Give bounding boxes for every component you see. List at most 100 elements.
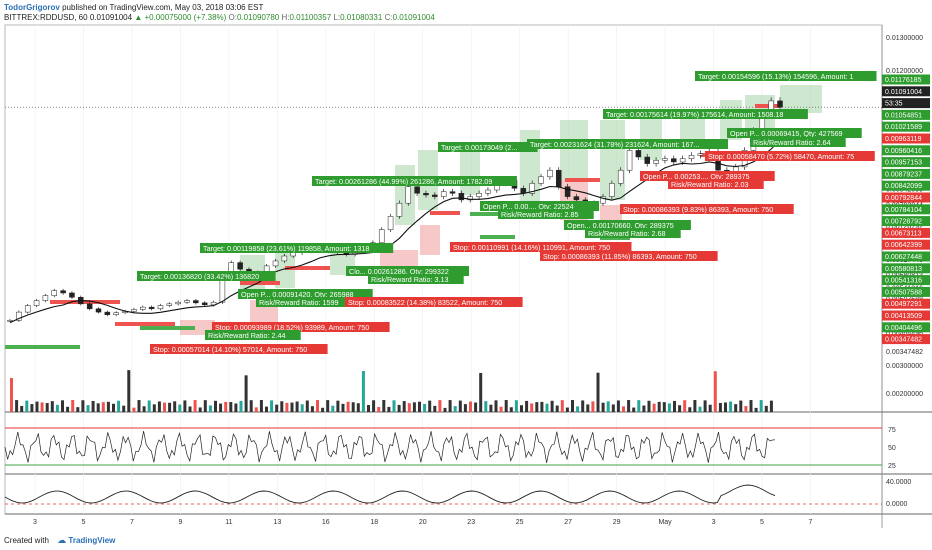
volume-bar (204, 400, 207, 412)
price-badge-label: 0.01176185 (885, 77, 922, 84)
volume-bar (25, 401, 28, 412)
volume-bar (245, 375, 248, 412)
volume-bar (699, 407, 702, 412)
volume-bar (219, 404, 222, 412)
candle (565, 187, 570, 197)
volume-bar (408, 403, 411, 412)
candle (379, 230, 384, 243)
target-label: Target: 0.00261286 (44.99%) 261286, Amou… (315, 177, 492, 186)
target-label: Risk/Reward Ratio: 2.44 (208, 331, 286, 340)
volume-bar (576, 406, 579, 412)
volume-bar (270, 400, 273, 412)
volume-bar (367, 405, 370, 412)
candle (158, 306, 163, 309)
price-tick-label: 0.01200000 (886, 68, 923, 75)
price-badge-label: 0.00784104 (885, 207, 922, 214)
price-badge-label: 0.00541316 (885, 278, 922, 285)
volume-bar (668, 403, 671, 412)
target-label: Risk/Reward Ratio: 2.64 (753, 138, 831, 147)
volume-bar (449, 400, 452, 412)
volume-bar (709, 405, 712, 412)
candle (671, 159, 676, 162)
volume-bar (428, 401, 431, 412)
volume-bar (433, 406, 436, 412)
volume-bar (454, 406, 457, 412)
volume-bar (540, 402, 543, 412)
candle (654, 160, 659, 163)
volume-bar (658, 402, 661, 412)
volume-bar (41, 402, 44, 412)
target-label: Open P... 0.00069415, Qty: 427569 (730, 129, 843, 138)
volume-bar (51, 401, 54, 412)
volume-bar (189, 406, 192, 412)
candle (202, 303, 207, 305)
volume-bar (255, 407, 258, 412)
volume-bar (520, 405, 523, 412)
x-tick-label: 5 (82, 519, 86, 526)
price-tick-label: 0.01300000 (886, 35, 923, 42)
x-tick-label: 3 (33, 519, 37, 526)
x-tick-label: 11 (225, 519, 232, 526)
volume-bar (398, 405, 401, 412)
volume-bar (347, 402, 350, 412)
volume-bar (479, 373, 482, 412)
target-label: Risk/Reward Ratio: 1599 (259, 298, 339, 307)
volume-bar (438, 400, 441, 412)
candle (485, 190, 490, 193)
volume-bar (678, 405, 681, 412)
price-badge-label: 0.00957153 (885, 160, 922, 167)
x-tick-label: 27 (564, 519, 572, 526)
candle (291, 253, 296, 256)
volume-bar (250, 400, 253, 412)
volume-bar (382, 400, 385, 412)
volume-bar (153, 404, 156, 412)
volume-bar (581, 400, 584, 412)
volume-bar (138, 400, 141, 412)
candle (423, 193, 428, 195)
target-label: Risk/Reward Ratio: 2.68 (588, 229, 666, 238)
volume-bar (240, 401, 243, 412)
volume-bar (199, 407, 202, 412)
volume-bar (265, 407, 268, 412)
volume-bar (525, 401, 528, 412)
volume-bar (744, 406, 747, 412)
volume-bar (418, 402, 421, 412)
volume-bar (178, 405, 181, 412)
volume-bar (561, 400, 564, 412)
x-tick-label: 23 (467, 519, 475, 526)
x-tick-label: 29 (613, 519, 621, 526)
candle (636, 150, 641, 157)
volume-bar (229, 402, 232, 412)
candle (689, 155, 694, 158)
candle (131, 309, 136, 311)
volume-bar (770, 401, 773, 412)
volume-bar (66, 407, 69, 412)
volume-bar (214, 401, 217, 412)
price-badge-label: 0.00960416 (885, 148, 922, 155)
volume-bar (602, 403, 605, 412)
tradingview-logo-text[interactable]: TradingView (68, 536, 115, 545)
volume-bar (107, 402, 110, 412)
x-tick-label: 16 (322, 519, 330, 526)
volume-tick-label: 0.00200000 (886, 391, 923, 398)
pivot-level (565, 178, 600, 182)
candle (450, 192, 455, 194)
volume-bar (132, 408, 135, 412)
candle (432, 195, 437, 197)
volume-bar (617, 400, 620, 412)
volume-bar (688, 407, 691, 412)
footer: Created with ☁ TradingView (4, 535, 115, 546)
volume-bar (556, 406, 559, 412)
volume-bar (224, 402, 227, 412)
volume-bar (36, 402, 39, 412)
volume-bar (591, 401, 594, 412)
volume-bar (275, 405, 278, 412)
stop-zone (420, 225, 440, 255)
price-badge-label: 0.00347482 (885, 337, 922, 344)
volume-bar (56, 405, 59, 412)
volume-bar (372, 400, 375, 412)
price-badge-label: 0.00792844 (885, 195, 922, 202)
price-badge-label: 53:35 (885, 101, 903, 108)
volume-bar (15, 400, 18, 412)
